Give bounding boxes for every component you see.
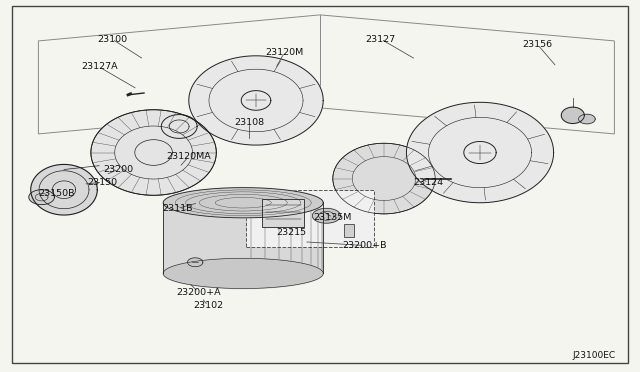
Text: 23200+B: 23200+B xyxy=(342,241,387,250)
Text: 23150B: 23150B xyxy=(38,189,75,198)
Polygon shape xyxy=(312,208,340,223)
Ellipse shape xyxy=(333,143,435,214)
Text: 23100: 23100 xyxy=(97,35,127,44)
Polygon shape xyxy=(31,164,97,215)
Text: J23100EC: J23100EC xyxy=(573,351,616,360)
Text: 23135M: 23135M xyxy=(314,213,352,222)
Text: 2311B: 2311B xyxy=(163,204,193,213)
Text: 23200+A: 23200+A xyxy=(176,288,221,296)
Polygon shape xyxy=(406,102,554,203)
Polygon shape xyxy=(163,258,323,289)
Text: 23124: 23124 xyxy=(413,178,444,187)
Text: 23215: 23215 xyxy=(276,228,307,237)
Text: 23150: 23150 xyxy=(87,178,118,187)
Polygon shape xyxy=(29,190,54,205)
Polygon shape xyxy=(188,258,203,267)
Bar xyxy=(344,224,354,237)
Polygon shape xyxy=(189,56,323,145)
Text: 23120M: 23120M xyxy=(266,48,304,57)
Polygon shape xyxy=(579,114,595,124)
Polygon shape xyxy=(161,115,197,138)
Text: 23108: 23108 xyxy=(234,118,265,127)
Polygon shape xyxy=(561,107,584,124)
Ellipse shape xyxy=(91,110,216,195)
Text: 23127: 23127 xyxy=(365,35,396,44)
Bar xyxy=(163,203,323,273)
Text: 23156: 23156 xyxy=(522,40,553,49)
Text: 23120MA: 23120MA xyxy=(166,152,211,161)
Text: 23102: 23102 xyxy=(193,301,223,310)
Text: 23200: 23200 xyxy=(103,165,134,174)
Polygon shape xyxy=(163,187,323,218)
Bar xyxy=(262,199,304,227)
Bar xyxy=(246,190,374,247)
Text: 23127A: 23127A xyxy=(81,62,118,71)
